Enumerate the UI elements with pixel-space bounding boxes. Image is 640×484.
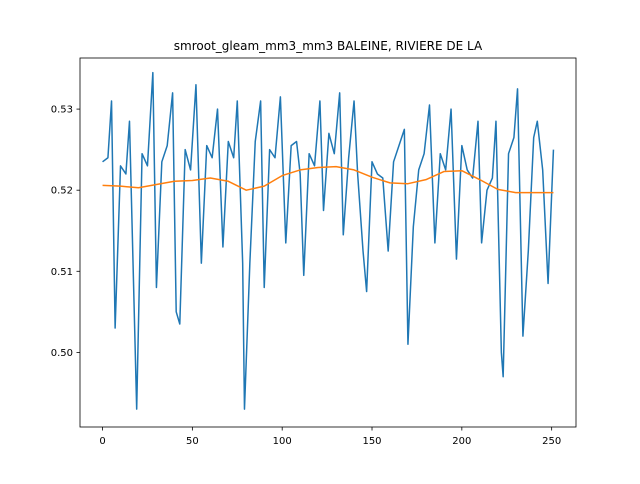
x-tick-label: 50 [186,436,199,447]
data-line [102,71,555,410]
y-tick-label: 0.53 [51,105,73,116]
x-tick-label: 250 [542,436,561,447]
x-tick-label: 150 [362,436,381,447]
x-tick-label: 100 [273,436,292,447]
axes-frame [79,57,577,428]
chart-title: smroot_gleam_mm3_mm3 BALEINE, RIVIERE DE… [174,39,483,53]
y-tick-label: 0.51 [51,267,73,278]
x-tick-label: 200 [452,436,471,447]
y-tick-label: 0.52 [51,186,73,197]
y-tick-label: 0.50 [51,348,73,359]
data-line [102,165,554,194]
x-tick-label: 0 [99,436,105,447]
